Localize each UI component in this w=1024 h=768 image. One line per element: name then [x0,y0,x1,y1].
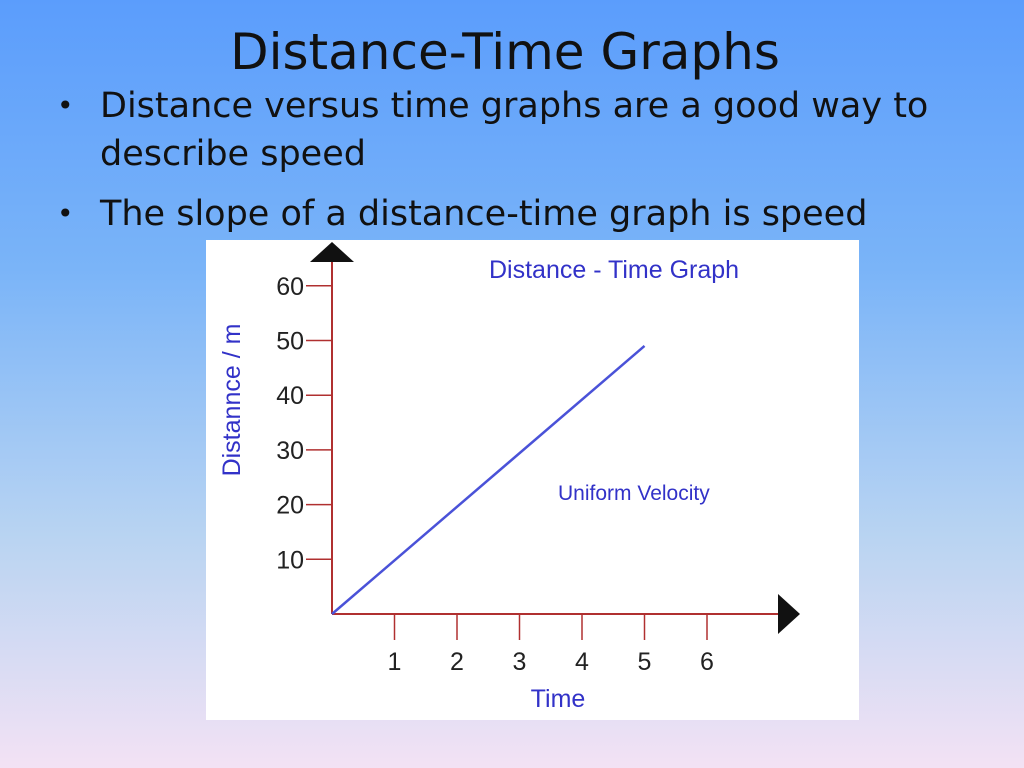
bullet-text: The slope of a distance-time graph is sp… [100,194,868,234]
y-axis-label: Distannce / m [218,324,246,477]
bullet-list: • Distance versus time graphs are a good… [55,82,985,250]
bullet-item: • Distance versus time graphs are a good… [55,82,985,178]
bullet-item: • The slope of a distance-time graph is … [55,190,985,238]
chart-annotation: Uniform Velocity [558,482,710,505]
distance-time-chart: Distance - Time Graph Uniform Velocity T… [218,242,800,713]
y-tick-label: 10 [276,546,304,574]
y-tick-label: 20 [276,492,304,520]
x-tick-label: 3 [513,648,527,676]
y-axis-arrow-icon [310,242,354,262]
x-tick-label: 6 [700,648,714,676]
y-tick-label: 30 [276,437,304,465]
bullet-dot-icon: • [57,89,74,122]
x-tick-label: 4 [575,648,589,676]
slide-title: Distance-Time Graphs [230,23,780,81]
y-tick-label: 60 [276,273,304,301]
x-tick-label: 2 [450,648,464,676]
chart-panel: Distance - Time Graph Uniform Velocity T… [206,240,859,720]
series-line [331,345,646,615]
x-axis-arrow-icon [778,594,800,634]
y-tick-label: 40 [276,382,304,410]
bullet-text: Distance versus time graphs are a good w… [100,86,929,174]
x-tick-label: 1 [388,648,402,676]
x-axis-label: Time [531,685,586,713]
x-tick-label: 5 [638,648,652,676]
bullet-dot-icon: • [57,197,74,230]
chart-title: Distance - Time Graph [489,256,739,284]
y-tick-label: 50 [276,328,304,356]
